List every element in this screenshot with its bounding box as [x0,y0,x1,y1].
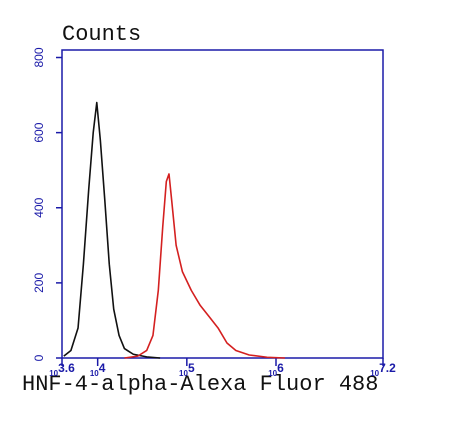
x-tick-base: 10 [90,369,99,378]
x-tick-label: 103.6 [49,361,75,378]
y-tick-label: 400 [32,197,46,217]
x-tick-label: 105 [179,361,195,378]
x-tick-label: 107.2 [370,361,396,378]
chart-title: Counts [62,22,141,47]
y-tick-label: 200 [32,273,46,293]
x-tick-exp: 3.6 [58,361,75,375]
x-tick-exp: 5 [188,361,195,375]
y-tick-label: 800 [32,47,46,67]
x-tick-base: 10 [370,369,379,378]
x-tick-base: 10 [49,369,58,378]
x-tick-label: 104 [90,361,106,378]
x-tick-exp: 4 [99,361,106,375]
y-tick-label: 0 [32,354,46,361]
x-axis-label: HNF-4-alpha-Alexa Fluor 488 [22,372,378,397]
histogram-line [63,101,161,359]
x-tick-label: 106 [268,361,284,378]
plot-frame [61,49,384,359]
x-tick-base: 10 [268,369,277,378]
histogram-line [124,173,285,359]
x-tick-exp: 6 [277,361,284,375]
x-tick-base: 10 [179,369,188,378]
y-tick-label: 600 [32,122,46,142]
x-tick-exp: 7.2 [379,361,396,375]
